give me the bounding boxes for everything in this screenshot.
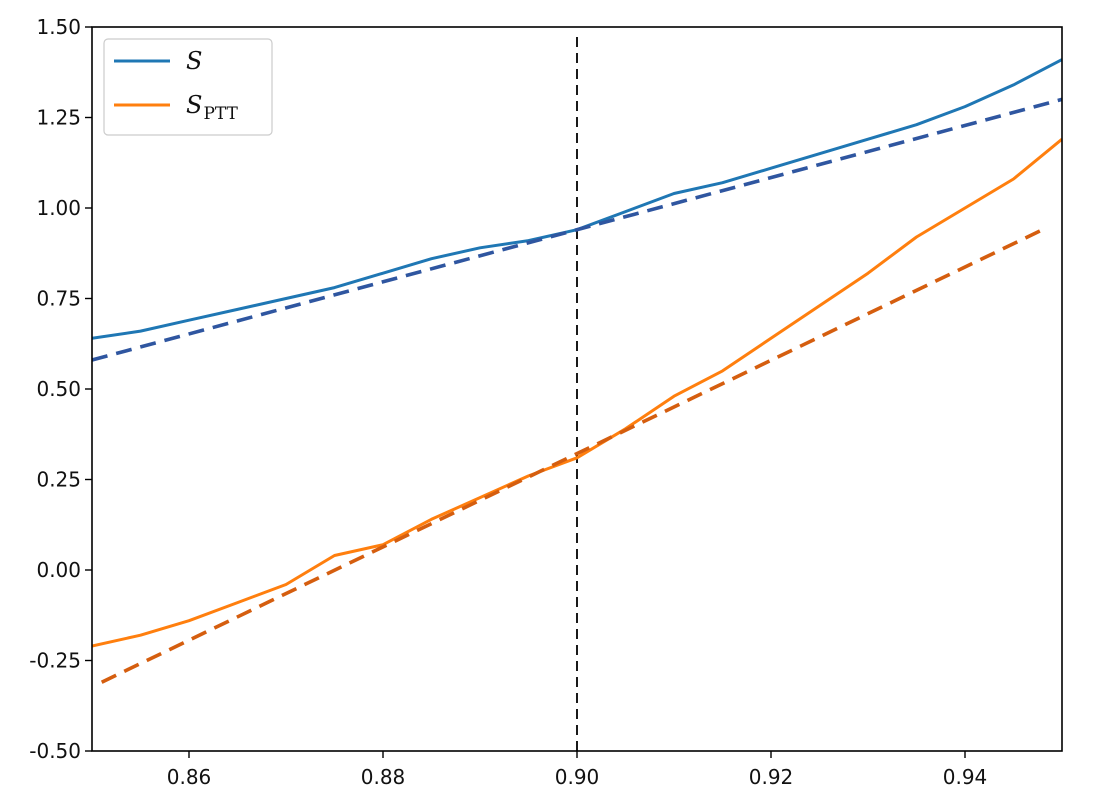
legend-box xyxy=(103,38,273,136)
axis-ticks: 0.86 0.88 0.90 0.92 0.94 -0.50 -0.25 0.00 0.25 0.… xyxy=(29,15,987,789)
y-tick-label: 0.75 xyxy=(36,287,81,311)
series-line-s-ptt xyxy=(92,138,1062,648)
x-tick-label: 0.86 xyxy=(167,765,212,789)
y-tick-label: 1.25 xyxy=(36,106,81,130)
fit-line-2 xyxy=(92,97,1062,362)
legend-entry-label: S xyxy=(186,47,202,75)
y-tick-label: 0.00 xyxy=(36,558,81,582)
x-tick-label: 0.92 xyxy=(749,765,794,789)
x-tick-label: 0.88 xyxy=(361,765,406,789)
plot-lines xyxy=(92,37,1062,751)
y-tick-label: -0.50 xyxy=(29,739,81,763)
y-tick-label: 1.50 xyxy=(36,15,81,39)
x-tick-label: 0.90 xyxy=(555,765,600,789)
y-tick-label: 0.25 xyxy=(36,468,81,492)
y-tick-label: 0.50 xyxy=(36,377,81,401)
y-tick-label: 1.00 xyxy=(36,196,81,220)
fit-line-3 xyxy=(100,228,1044,684)
x-tick-label: 0.94 xyxy=(943,765,988,789)
y-tick-label: -0.25 xyxy=(29,649,81,673)
